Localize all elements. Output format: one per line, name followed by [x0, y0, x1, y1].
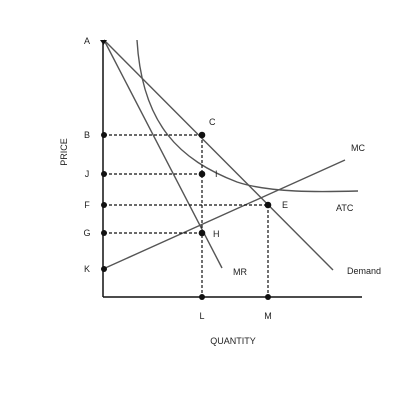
- label-atc: ATC: [336, 203, 354, 213]
- label-a: A: [84, 36, 90, 46]
- label-e: E: [282, 200, 288, 210]
- point-e: [264, 201, 272, 209]
- point-l: [199, 294, 205, 300]
- atc-curve: [136, 39, 359, 193]
- point-a-marker: [100, 40, 107, 45]
- label-f: F: [84, 200, 90, 210]
- point-i: [198, 170, 206, 178]
- point-j: [101, 171, 107, 177]
- point-h: [198, 229, 206, 237]
- label-b: B: [84, 130, 90, 140]
- label-demand: Demand: [347, 266, 381, 276]
- label-i: I: [215, 169, 218, 179]
- label-h: H: [213, 229, 220, 239]
- label-k: K: [84, 264, 90, 274]
- point-g: [101, 230, 107, 236]
- label-g: G: [83, 228, 90, 238]
- label-j: J: [85, 169, 90, 179]
- point-m: [265, 294, 271, 300]
- label-m: M: [264, 311, 272, 321]
- label-mc: MC: [351, 143, 365, 153]
- label-c: C: [209, 117, 216, 127]
- label-l: L: [199, 311, 204, 321]
- point-c: [198, 131, 206, 139]
- point-b: [101, 132, 107, 138]
- point-f: [101, 202, 107, 208]
- point-k: [101, 266, 107, 272]
- mc-curve: [102, 159, 346, 270]
- label-mr: MR: [233, 267, 247, 277]
- y-axis-title: PRICE: [59, 138, 69, 166]
- x-axis-title: QUANTITY: [210, 336, 256, 346]
